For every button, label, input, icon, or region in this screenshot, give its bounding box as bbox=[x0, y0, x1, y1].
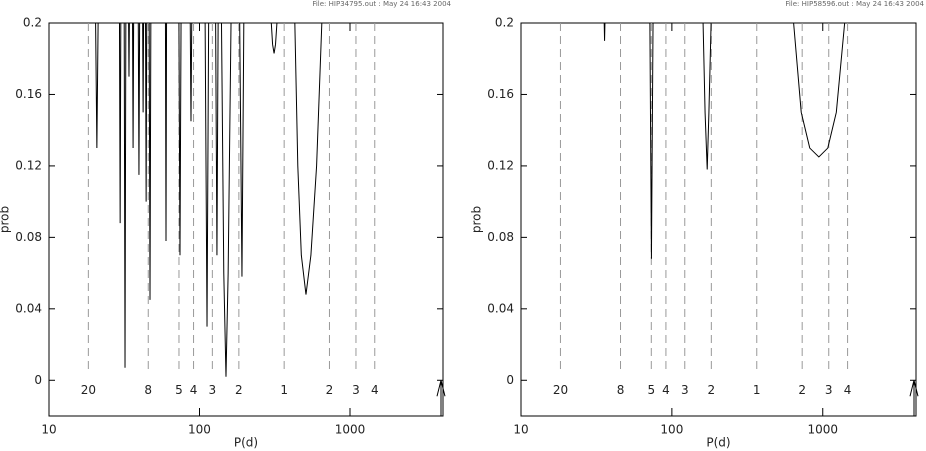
y-tick-label: 0.16 bbox=[15, 87, 42, 101]
x-axis-label: P(d) bbox=[706, 436, 730, 450]
file-header: File: HIP58596.out : May 24 16:43 2004 bbox=[785, 0, 924, 8]
y-tick-label: 0.2 bbox=[23, 16, 42, 30]
x-tick-label: 10 bbox=[41, 423, 56, 437]
alias-label: 1 bbox=[280, 383, 288, 397]
data-line bbox=[95, 22, 323, 377]
data-line bbox=[603, 22, 846, 259]
alias-label: 2 bbox=[708, 383, 716, 397]
alias-label: 3 bbox=[352, 383, 360, 397]
x-tick-label: 100 bbox=[660, 423, 683, 437]
alias-label: 20 bbox=[553, 383, 568, 397]
x-tick-label: 1000 bbox=[807, 423, 838, 437]
plot-frame bbox=[48, 22, 444, 417]
y-axis-label: prob bbox=[470, 206, 484, 233]
alias-label: 3 bbox=[681, 383, 689, 397]
alias-label: 8 bbox=[617, 383, 625, 397]
x-axis-label: P(d) bbox=[234, 436, 258, 450]
alias-label: 4 bbox=[662, 383, 670, 397]
alias-label: 3 bbox=[825, 383, 833, 397]
alias-label: 2 bbox=[326, 383, 334, 397]
file-header: File: HIP34795.out : May 24 16:43 2004 bbox=[312, 0, 451, 8]
y-tick-label: 0 bbox=[34, 373, 42, 387]
y-tick-label: 0.2 bbox=[495, 16, 514, 30]
alias-label: 1 bbox=[753, 383, 761, 397]
plot-frame bbox=[520, 22, 917, 417]
alias-label: 20 bbox=[81, 383, 96, 397]
y-tick-label: 0.16 bbox=[487, 87, 514, 101]
axis-arrowhead bbox=[436, 380, 446, 397]
alias-label: 4 bbox=[844, 383, 852, 397]
x-tick-label: 100 bbox=[188, 423, 211, 437]
alias-label: 5 bbox=[647, 383, 655, 397]
alias-label: 4 bbox=[371, 383, 379, 397]
alias-label: 2 bbox=[235, 383, 243, 397]
axis-arrowhead bbox=[909, 380, 919, 397]
alias-label: 3 bbox=[209, 383, 217, 397]
alias-label: 2 bbox=[798, 383, 806, 397]
y-tick-label: 0.04 bbox=[487, 301, 514, 315]
y-tick-label: 0.08 bbox=[15, 230, 42, 244]
y-axis-label: prob bbox=[0, 206, 12, 233]
y-tick-label: 0 bbox=[506, 373, 514, 387]
y-tick-label: 0.08 bbox=[487, 230, 514, 244]
alias-label: 4 bbox=[190, 383, 198, 397]
y-tick-label: 0.12 bbox=[487, 158, 514, 172]
x-tick-label: 1000 bbox=[335, 423, 366, 437]
y-tick-label: 0.04 bbox=[15, 301, 42, 315]
x-tick-label: 10 bbox=[513, 423, 528, 437]
alias-label: 8 bbox=[144, 383, 152, 397]
alias-label: 5 bbox=[175, 383, 183, 397]
y-tick-label: 0.12 bbox=[15, 158, 42, 172]
